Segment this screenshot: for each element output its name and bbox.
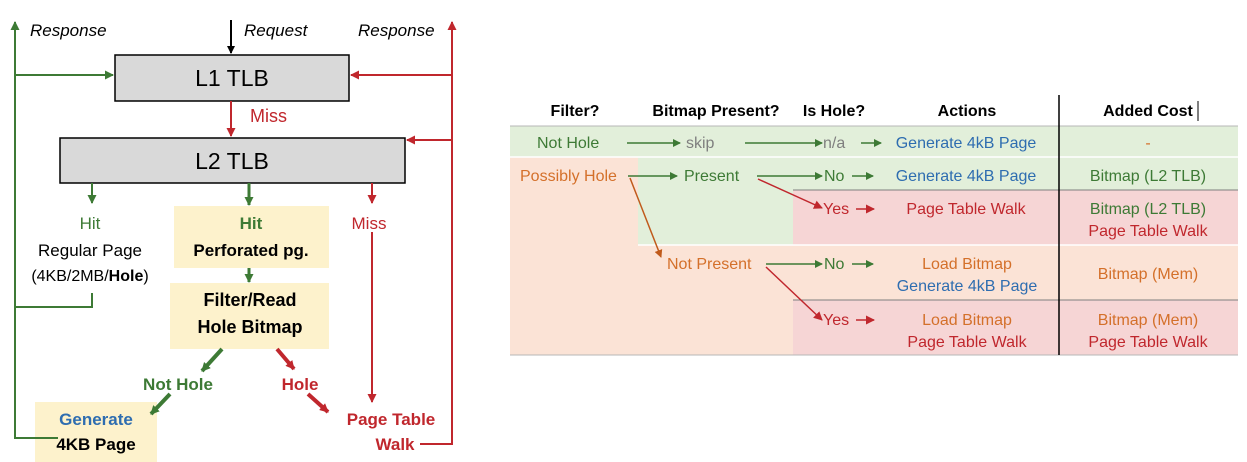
cell-yes-2: Yes [823, 312, 849, 329]
cell-yes-1: Yes [823, 201, 849, 218]
cell-cost-3a: Bitmap (L2 TLB) [1090, 201, 1206, 218]
cell-cost-5a: Bitmap (Mem) [1098, 312, 1198, 329]
ptw-line1: Page Table [347, 410, 436, 429]
request-label: Request [244, 21, 309, 40]
present-yes-fill [793, 190, 1238, 245]
right-response-line [420, 21, 457, 445]
response-right-label: Response [358, 21, 435, 40]
hit-left-label: Hit [80, 214, 101, 233]
filter-box [170, 283, 329, 349]
header-is-hole: Is Hole? [803, 103, 865, 120]
cell-generate-3: Generate 4kB Page [897, 278, 1038, 295]
arrow-possibly-notpresent [629, 177, 663, 258]
l1-tlb-box [114, 54, 350, 102]
header-bitmap-present: Bitmap Present? [652, 103, 779, 120]
generate-line1: Generate [59, 410, 133, 429]
cell-skip: skip [686, 135, 715, 152]
page-sizes-label: (4KB/2MB/Hole) [31, 268, 148, 285]
l2-tlb-label: L2 TLB [195, 148, 269, 174]
cell-ptw-1: Page Table Walk [906, 201, 1026, 218]
present-fill [638, 157, 793, 245]
cell-no-1: No [824, 168, 845, 185]
header-actions: Actions [938, 103, 997, 120]
filter-to-nothole-arrow [200, 347, 224, 373]
cell-not-hole: Not Hole [537, 135, 599, 152]
l2-miss-label: Miss [352, 214, 387, 233]
cell-ptw-2: Page Table Walk [907, 334, 1027, 351]
filter-line1: Filter/Read [203, 290, 296, 310]
cell-cost-3b: Page Table Walk [1088, 223, 1208, 240]
ptw-line2: Walk [375, 435, 415, 454]
response-left-label: Response [30, 21, 107, 40]
cell-cost-2: Bitmap (L2 TLB) [1090, 168, 1206, 185]
left-response-line [10, 21, 58, 439]
cell-cost-5b: Page Table Walk [1088, 334, 1208, 351]
cell-generate-1: Generate 4kB Page [896, 135, 1037, 152]
cell-na: n/a [823, 135, 845, 152]
cell-present: Present [684, 168, 740, 185]
l1-miss-label: Miss [250, 106, 287, 126]
cell-generate-2: Generate 4kB Page [896, 168, 1037, 185]
arrow-notpresent-yes [765, 266, 823, 321]
regular-page-return [16, 293, 93, 308]
header-added-cost: Added Cost [1103, 103, 1193, 120]
filter-line2: Hole Bitmap [197, 317, 302, 337]
regular-page-label: Regular Page [38, 241, 142, 260]
generate-line2: 4KB Page [56, 435, 135, 454]
perforated-label: Perforated pg. [193, 241, 308, 260]
not-hole-label: Not Hole [143, 375, 213, 394]
not-present-yes-fill [793, 300, 1238, 355]
generate-box [35, 402, 157, 462]
cell-possibly-hole: Possibly Hole [520, 168, 617, 185]
filter-to-hole-arrow [275, 347, 296, 371]
decision-table: Filter? Bitmap Present? Is Hole? Actions… [510, 95, 1238, 356]
hole-label: Hole [282, 375, 319, 394]
flow-diagram: Response Request Response L1 TLB Miss L2… [10, 20, 457, 462]
nothole-to-generate-arrow [149, 392, 172, 416]
hit-perforated-label: Hit [240, 214, 263, 233]
perforated-box [174, 206, 329, 268]
cell-no-2: No [824, 256, 845, 273]
row-not-hole-fill [510, 126, 1238, 157]
cell-load-1: Load Bitmap [922, 256, 1012, 273]
l1-tlb-label: L1 TLB [195, 65, 269, 91]
cell-not-present: Not Present [667, 256, 752, 273]
arrow-present-yes [757, 178, 823, 209]
l2-tlb-box [59, 137, 406, 184]
cell-cost-4: Bitmap (Mem) [1098, 266, 1198, 283]
cell-load-2: Load Bitmap [922, 312, 1012, 329]
hole-to-ptw-arrow [306, 392, 330, 414]
cell-cost-1: - [1145, 135, 1150, 152]
not-present-no-fill [793, 245, 1238, 300]
header-filter: Filter? [551, 103, 600, 120]
possibly-hole-fill [510, 157, 638, 355]
